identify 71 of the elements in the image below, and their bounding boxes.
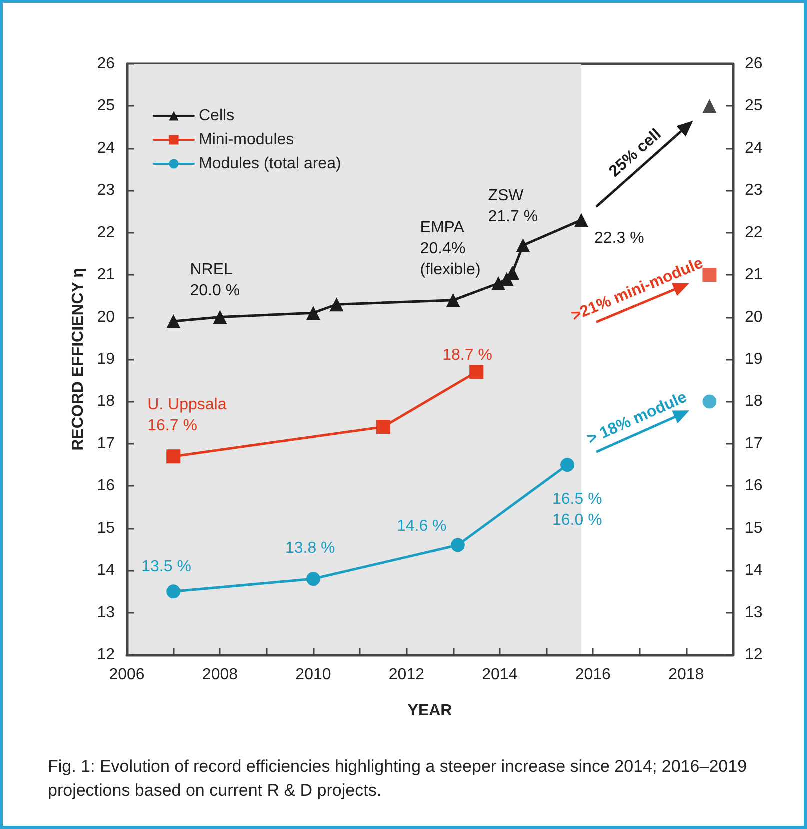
legend-label: Cells (199, 108, 235, 124)
x-tick-label: 2010 (296, 666, 332, 684)
point (166, 314, 181, 329)
point (574, 213, 588, 228)
y2-tick-label: 16 (745, 478, 763, 495)
point (492, 276, 506, 291)
point (376, 420, 390, 434)
annotation: 16.5 % 16.0 % (552, 491, 602, 530)
x-tick-label: 2014 (482, 666, 518, 684)
point (213, 310, 228, 324)
annotation: NREL 20.0 % (190, 261, 240, 300)
point (560, 458, 575, 472)
point (516, 238, 530, 253)
y-tick-label: 19 (97, 351, 116, 368)
annotation: EMPA 20.4% (flexible) (420, 219, 481, 278)
y2-tick-label: 13 (745, 604, 763, 622)
point (306, 572, 320, 586)
annotation: 13.5 % (142, 558, 192, 576)
y-tick-label: 13 (97, 604, 116, 622)
x-tick-label: 2006 (109, 666, 145, 684)
point (702, 99, 717, 114)
point (166, 584, 181, 599)
y2-tick-label: 19 (745, 351, 763, 368)
legend-label: Mini-modules (199, 132, 294, 148)
point (450, 538, 465, 552)
y2-tick-label: 14 (745, 562, 763, 580)
caption: Fig. 1: Evolution of record efficiencies highlighting a steeper increase since 2014; 2016–2019 projections based on current R & D projects. (48, 756, 748, 802)
y2-tick-label: 22 (745, 224, 763, 242)
y2-tick-label: 17 (745, 435, 763, 452)
y2-tick-label: 24 (745, 140, 763, 157)
point (330, 298, 344, 312)
y-tick-label: 21 (97, 266, 116, 284)
y-tick-label: 26 (97, 56, 116, 72)
x-tick-label: 2018 (668, 666, 704, 684)
x-tick-label: 2008 (202, 666, 238, 684)
y2-tick-label: 21 (745, 266, 763, 284)
annotation: 14.6 % (396, 518, 447, 536)
y-tick-label: 22 (97, 224, 116, 242)
x-tick-label: 2016 (575, 666, 612, 684)
y2-tick-label: 25 (745, 98, 763, 115)
y-tick-label: 25 (97, 98, 116, 115)
annotation: ZSW 21.7 % (488, 188, 538, 226)
point (446, 293, 460, 308)
y-tick-label: 14 (97, 562, 116, 580)
y2-tick-label: 12 (745, 646, 763, 664)
y2-tick-label: 20 (745, 308, 763, 326)
point (702, 394, 717, 409)
y-tick-label: 12 (97, 646, 116, 664)
point (470, 365, 484, 380)
y2-tick-label: 26 (745, 56, 763, 72)
point (306, 306, 320, 320)
y2-tick-label: 18 (745, 393, 763, 410)
y-tick-label: 17 (97, 435, 116, 452)
y-axis-title: RECORD EFFICIENCY η (70, 268, 87, 451)
point (702, 268, 717, 282)
point (166, 450, 181, 464)
y-tick-label: 23 (97, 182, 116, 200)
y2-tick-label: 15 (745, 520, 763, 537)
y-tick-label: 24 (97, 140, 116, 157)
annotation: 13.8 % (285, 540, 336, 558)
y2-tick-label: 23 (745, 182, 763, 200)
annotation: 22.3 % (594, 230, 644, 248)
y-tick-label: 15 (97, 520, 116, 537)
y-tick-label: 20 (97, 308, 116, 326)
x-tick-label: 2012 (388, 666, 425, 684)
x-axis-title: YEAR (408, 702, 453, 720)
legend-label: Modules (total area) (199, 156, 342, 172)
y-tick-label: 16 (97, 478, 116, 495)
y-tick-label: 18 (97, 393, 116, 410)
annotation: 18.7 % (442, 347, 492, 364)
annotation: U. Uppsala 16.7 % (148, 396, 227, 435)
